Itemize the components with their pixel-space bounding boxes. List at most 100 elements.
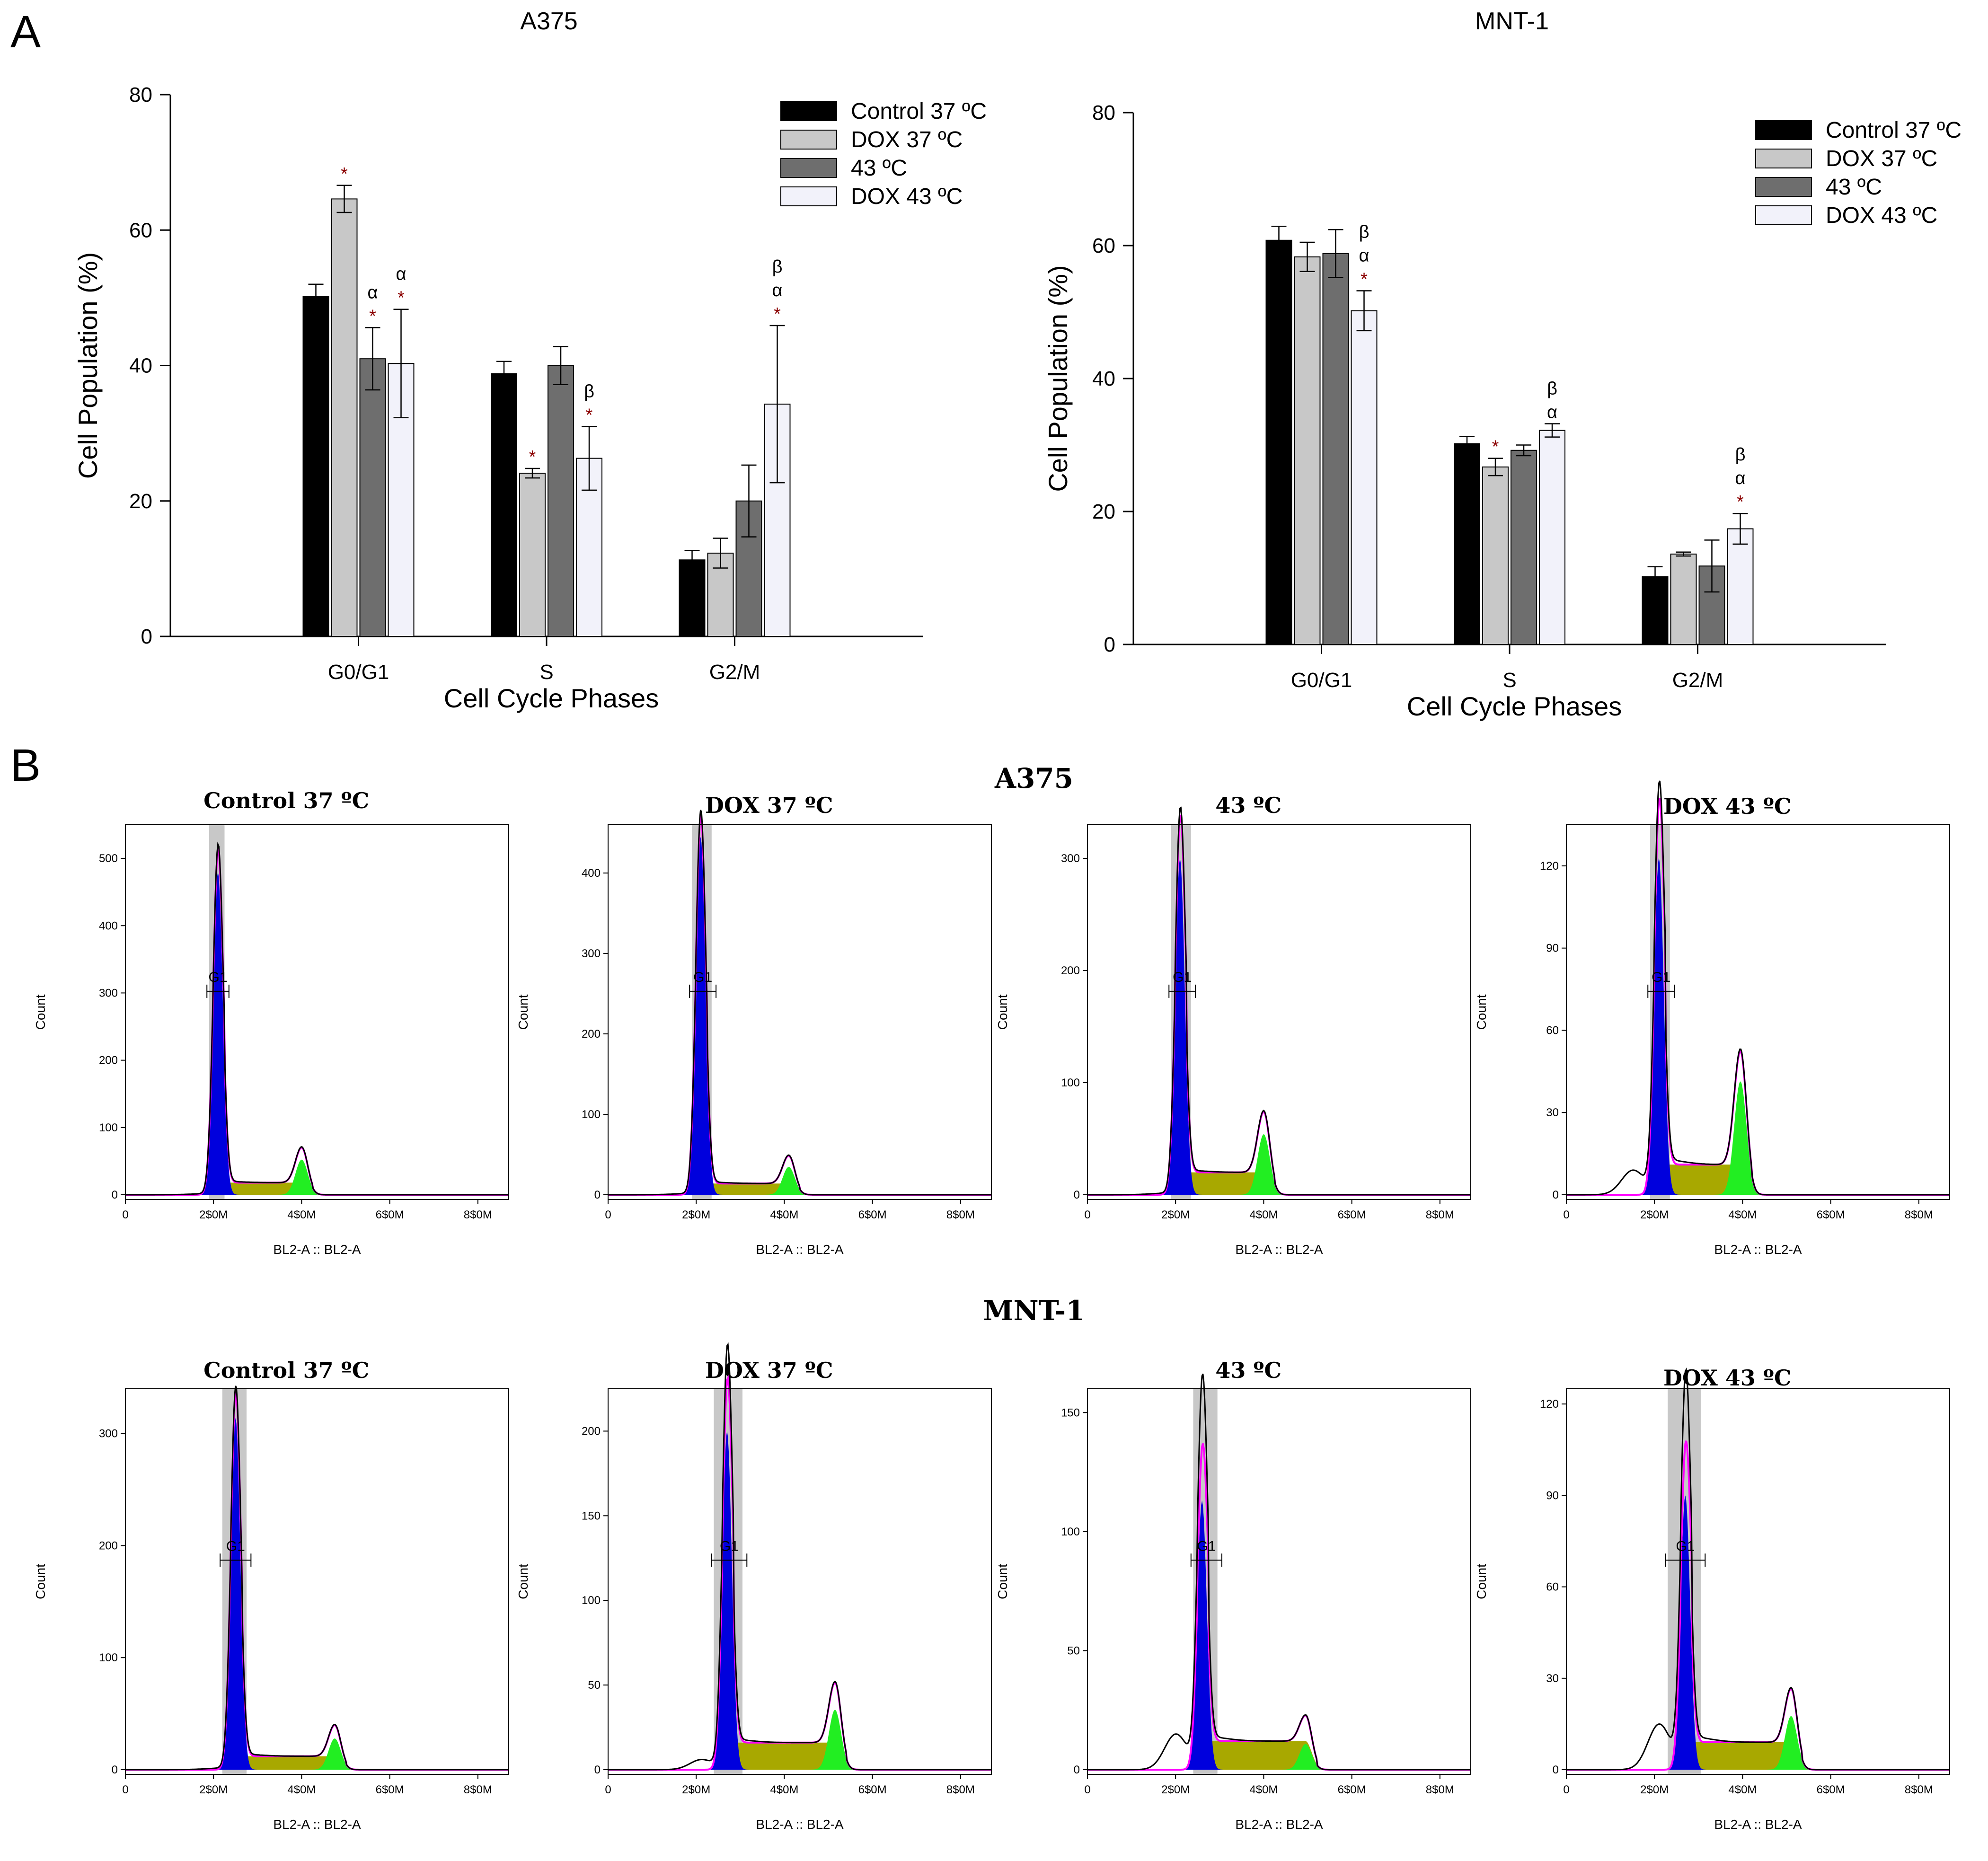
x-tick-label: 8$0M [1426, 1783, 1454, 1796]
s-phase-area [1087, 1673, 1471, 1770]
gate-label: G1 [693, 970, 712, 985]
y-tick-label: 100 [582, 1108, 601, 1121]
y-axis-label: Cell Population (%) [1043, 265, 1073, 492]
x-axis-label: BL2-A :: BL2-A [273, 1242, 361, 1257]
bar [519, 473, 546, 637]
y-tick-label: 50 [1067, 1644, 1080, 1657]
x-tick-label: 6$0M [858, 1208, 887, 1221]
x-tick-label: 4$0M [1249, 1208, 1278, 1221]
chart-title: A375 [520, 8, 577, 35]
significance-mark: β [1735, 445, 1746, 465]
bar [1482, 466, 1509, 645]
x-axis-label: BL2-A :: BL2-A [756, 1817, 844, 1832]
model-fit-line [125, 1392, 509, 1771]
y-tick-label: 200 [1061, 964, 1080, 977]
legend: Control 37 ºC DOX 37 ºC 43 ºC DOX 43 ºC [780, 99, 987, 209]
y-axis-label: Count [33, 1564, 48, 1599]
y-tick-label: 200 [99, 1054, 118, 1067]
y-tick-label: 0 [112, 1189, 118, 1201]
y-tick-label: 40 [1092, 367, 1115, 390]
model-fit-line [125, 845, 509, 1196]
significance-mark: β [1547, 379, 1557, 399]
panel-b-letter: B [10, 740, 41, 791]
bar [548, 365, 574, 637]
y-axis-label: Count [1474, 994, 1489, 1030]
model-fit-line [608, 815, 991, 1196]
x-tick-label: 6$0M [376, 1783, 404, 1796]
bar [1727, 528, 1754, 645]
x-tick-label: 0 [122, 1783, 128, 1796]
y-tick-label: 90 [1546, 942, 1559, 955]
plot-frame [608, 1388, 992, 1775]
s-phase-area [608, 1677, 991, 1770]
y-tick-label: 80 [1092, 101, 1115, 124]
histogram-line [608, 810, 991, 1196]
y-tick-label: 100 [99, 1651, 118, 1664]
histogram-line [125, 1385, 509, 1771]
legend-swatch [1755, 120, 1812, 140]
bar [1322, 253, 1349, 645]
significance-mark: α [368, 282, 378, 302]
y-tick-label: 30 [1546, 1672, 1559, 1685]
y-axis-label: Count [516, 1564, 530, 1599]
legend-label: DOX 43 ºC [1826, 203, 1937, 228]
x-tick-label: 2$0M [682, 1783, 710, 1796]
x-tick-label: 0 [1563, 1208, 1569, 1221]
x-tick-label: 2$0M [1161, 1783, 1190, 1796]
x-tick-label: 0 [605, 1208, 611, 1221]
x-tick-label: 0 [605, 1783, 611, 1796]
g1-phase-area [608, 1431, 991, 1770]
y-axis-label: Cell Population (%) [73, 252, 103, 479]
y-tick-label: 60 [129, 219, 152, 242]
x-tick-label: 6$0M [1817, 1783, 1845, 1796]
y-tick-label: 120 [1540, 1398, 1559, 1411]
x-tick-label: G2/M [709, 661, 760, 684]
y-tick-label: 0 [141, 625, 152, 648]
y-tick-label: 50 [588, 1679, 601, 1692]
s-phase-area [1566, 1093, 1950, 1195]
y-tick-label: 100 [1061, 1526, 1080, 1538]
significance-mark: * [586, 405, 593, 425]
gate-label: G1 [226, 1538, 245, 1554]
s-phase-area [1087, 1119, 1471, 1195]
y-tick-label: 300 [582, 947, 601, 960]
y-axis-label: Count [33, 994, 48, 1030]
x-tick-label: 6$0M [1817, 1208, 1845, 1221]
g2-phase-area [1087, 1134, 1471, 1195]
x-tick-label: 4$0M [1728, 1208, 1757, 1221]
significance-mark: β [1359, 222, 1370, 242]
legend-swatch [780, 186, 837, 206]
y-tick-label: 0 [594, 1189, 601, 1201]
legend-swatch [1755, 149, 1812, 168]
legend: Control 37 ºC DOX 37 ºC 43 ºC DOX 43 ºC [1755, 118, 1961, 228]
x-tick-label: 8$0M [464, 1783, 492, 1796]
s-phase-area [1566, 1676, 1950, 1770]
g1-phase-area [125, 1418, 509, 1770]
bar [679, 559, 706, 637]
bar [491, 373, 517, 637]
gate-label: G1 [720, 1538, 739, 1554]
histogram-panel: 43 ºC G1 0 100 200 300 0 2$0M 4$0M 6$0M 8$0M BL2-A … [995, 793, 1471, 1257]
y-tick-label: 20 [129, 490, 152, 513]
y-tick-label: 100 [1061, 1076, 1080, 1089]
x-tick-label: G0/G1 [328, 661, 389, 684]
plot-frame [1087, 824, 1471, 1200]
histogram-line [125, 841, 509, 1196]
x-tick-label: 4$0M [1249, 1783, 1278, 1796]
g1-phase-area [1566, 1495, 1950, 1770]
y-tick-label: 500 [99, 852, 118, 865]
x-axis-label: BL2-A :: BL2-A [1714, 1242, 1802, 1257]
y-tick-label: 0 [1553, 1189, 1559, 1201]
x-tick-label: 8$0M [946, 1208, 975, 1221]
histogram-line [1087, 1374, 1471, 1771]
x-tick-label: 0 [1084, 1208, 1090, 1221]
x-tick-label: 2$0M [1640, 1783, 1669, 1796]
bar [1265, 239, 1292, 645]
gate-label: G1 [1652, 970, 1670, 985]
histogram-line [608, 1342, 991, 1771]
x-axis-label: BL2-A :: BL2-A [1714, 1817, 1802, 1832]
x-tick-label: 2$0M [199, 1208, 228, 1221]
